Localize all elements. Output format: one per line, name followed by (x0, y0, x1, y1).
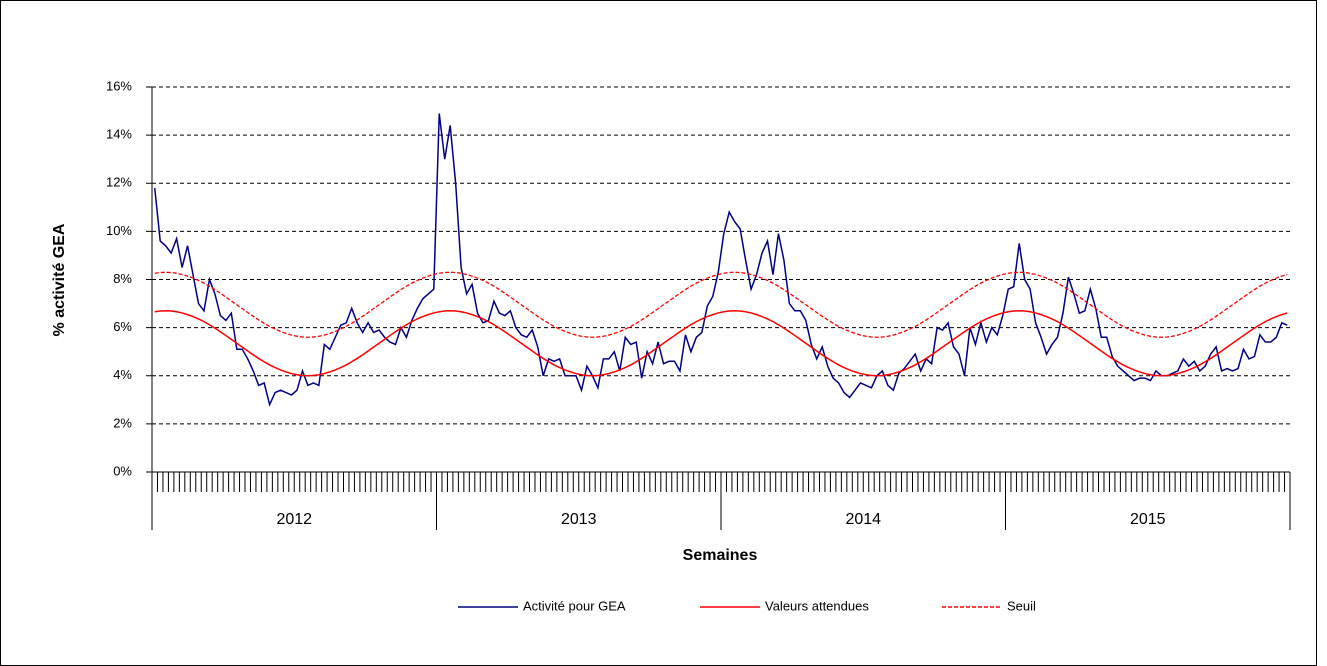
y-tick-label: 10% (106, 223, 132, 238)
y-tick-label: 2% (113, 415, 132, 430)
x-axis-label: Semaines (683, 547, 758, 564)
y-tick-label: 14% (106, 127, 132, 142)
series-line (153, 113, 1288, 407)
y-tick-label: 6% (113, 319, 132, 334)
y-tick-label: 12% (106, 175, 132, 190)
y-tick-label: 16% (106, 78, 132, 93)
y-tick-label: 4% (113, 367, 132, 382)
group-label: 2014 (845, 511, 881, 528)
series-line (154, 271, 1288, 338)
y-tick-label: 0% (113, 463, 132, 478)
y-tick-label: 8% (113, 271, 132, 286)
group-label: 2015 (1130, 511, 1166, 528)
series-line (154, 310, 1288, 377)
legend-label: Activité pour GEA (523, 598, 626, 613)
group-label: 2012 (276, 511, 312, 528)
legend-label: Seuil (1007, 598, 1036, 613)
y-axis-label: % activité GEA (51, 223, 68, 336)
group-label: 2013 (561, 511, 597, 528)
legend-label: Valeurs attendues (765, 598, 869, 613)
